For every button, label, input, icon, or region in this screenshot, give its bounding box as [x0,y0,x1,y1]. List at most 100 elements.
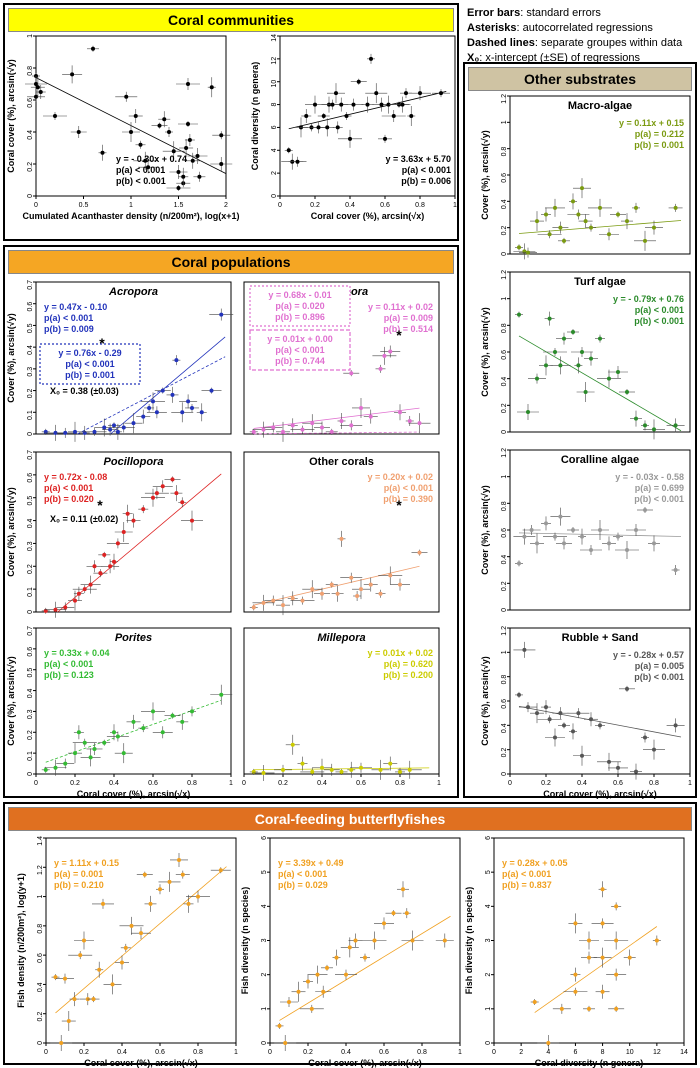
y-axis-label: Cover (%), arcsin(√y) [6,313,16,402]
data-point [600,921,605,926]
header-coral-populations: Coral populations [8,250,454,274]
data-point [73,598,77,603]
data-point [616,765,620,770]
y-tick-label: 0.5 [27,323,34,333]
regression-annotation: p(b) < 0.001 [634,494,684,504]
data-point [517,245,521,250]
data-point [559,1006,564,1011]
y-tick-label: 0.2 [501,403,508,413]
data-point [547,717,552,722]
data-point [121,530,126,534]
data-point [199,410,204,415]
x-tick-label: 0.6 [155,1049,165,1056]
regression-box-text: p(b) = 0.001 [65,370,115,380]
data-point [286,148,291,153]
data-point [558,363,563,368]
data-point [365,102,370,107]
data-point [643,735,647,740]
data-point [553,534,557,539]
data-point [532,1000,537,1004]
y-tick-label: 0.2 [501,748,508,758]
regression-annotation: p(b) < 0.001 [634,316,684,326]
data-point [112,730,116,735]
x-tick-label: 0.2 [310,202,320,209]
x-tick-label: 1.5 [174,202,184,209]
data-point [92,564,97,569]
data-point [598,336,602,341]
y-axis-label: Cover (%), arcsin(√y) [480,130,490,219]
y-tick-label: 4 [485,904,492,908]
data-point [320,425,324,430]
y-tick-label: 0.1 [27,751,34,761]
data-point [310,587,315,592]
y-tick-label: 1 [501,120,508,124]
data-point [625,390,629,394]
x-tick-label: 1 [437,780,441,787]
data-point [517,692,521,697]
chart-f1: 0 0.2 0.4 0.6 0.8 1 0 0.2 0.4 0.6 0.8 1 1.2 1.4 Coral … [16,836,238,1068]
regression-annotation: p(a) = 0.001 [54,869,103,879]
regression-annotation: y = - 0.28x + 0.57 [613,650,684,660]
y-tick-label: 1.2 [501,270,508,280]
y-tick-label: 0.7 [27,450,34,460]
data-point [92,429,97,434]
data-point [316,125,321,130]
data-point [517,312,521,317]
data-point [573,972,578,977]
data-point [180,872,185,877]
data-point [614,972,619,977]
x-tick-label: 0 [278,202,282,209]
regression-annotation: p(a) = 0.005 [635,661,684,671]
data-point [170,477,175,482]
y-tick-label: 0.6 [501,350,508,360]
x-tick-label: 1 [688,780,692,787]
y-tick-label: 0.2 [501,226,508,236]
data-point [348,136,352,141]
data-point [553,735,557,740]
data-point [349,423,354,428]
chart-pocillopora: 0 0.1 0.2 0.3 0.4 0.5 0.6 0.7 Cover (%), arcsin(… [6,450,232,618]
regression-annotation: y = - 0.03x - 0.58 [615,472,684,482]
data-point [162,117,167,122]
data-point [614,1006,619,1011]
data-point [170,392,175,397]
x-tick-label: 0.2 [303,1049,313,1056]
x-tick-label: 0.2 [278,780,288,787]
data-point [151,495,155,500]
regression-box [39,343,141,385]
data-point [43,429,48,434]
data-point [325,125,330,130]
data-point [53,114,57,118]
data-point [598,205,602,210]
data-point [616,534,620,539]
data-point [673,723,678,728]
y-tick-label: 1.2 [501,448,508,458]
x-intercept-label: X₀ = 0.11 (±0.02) [50,514,118,524]
x-intercept-label: X₀ = 0.38 (±0.03) [50,386,119,396]
y-axis-label: Cover (%), arcsin(√y) [6,656,16,745]
data-point [43,767,48,772]
regression-box-text: y = 0.68x - 0.01 [268,290,331,300]
x-axis-label: Coral diversity (n genera) [535,1058,644,1068]
regression-box-text: y = 0.76x - 0.29 [58,348,121,358]
data-point [76,591,81,596]
data-point [335,125,340,130]
y-axis-label: Fish diversity (n species) [464,887,474,995]
data-point [88,755,93,760]
x-tick-label: 0.5 [79,202,89,209]
data-point [339,418,344,423]
data-point [401,887,405,892]
data-point [92,746,97,751]
data-point [652,541,656,546]
chart-title: Coralline algae [561,454,639,466]
x-tick-label: 0.8 [395,780,405,787]
data-point [115,429,120,434]
data-point [281,429,285,434]
y-tick-label: 0.4 [27,130,34,140]
regression-annotation: p(b) = 0.001 [634,140,684,150]
regression-line [279,915,451,1021]
data-point [34,82,38,86]
x-tick-label: 0.4 [577,780,587,787]
regression-annotation: y = 0.28x + 0.05 [502,858,568,868]
data-point [91,997,96,1002]
